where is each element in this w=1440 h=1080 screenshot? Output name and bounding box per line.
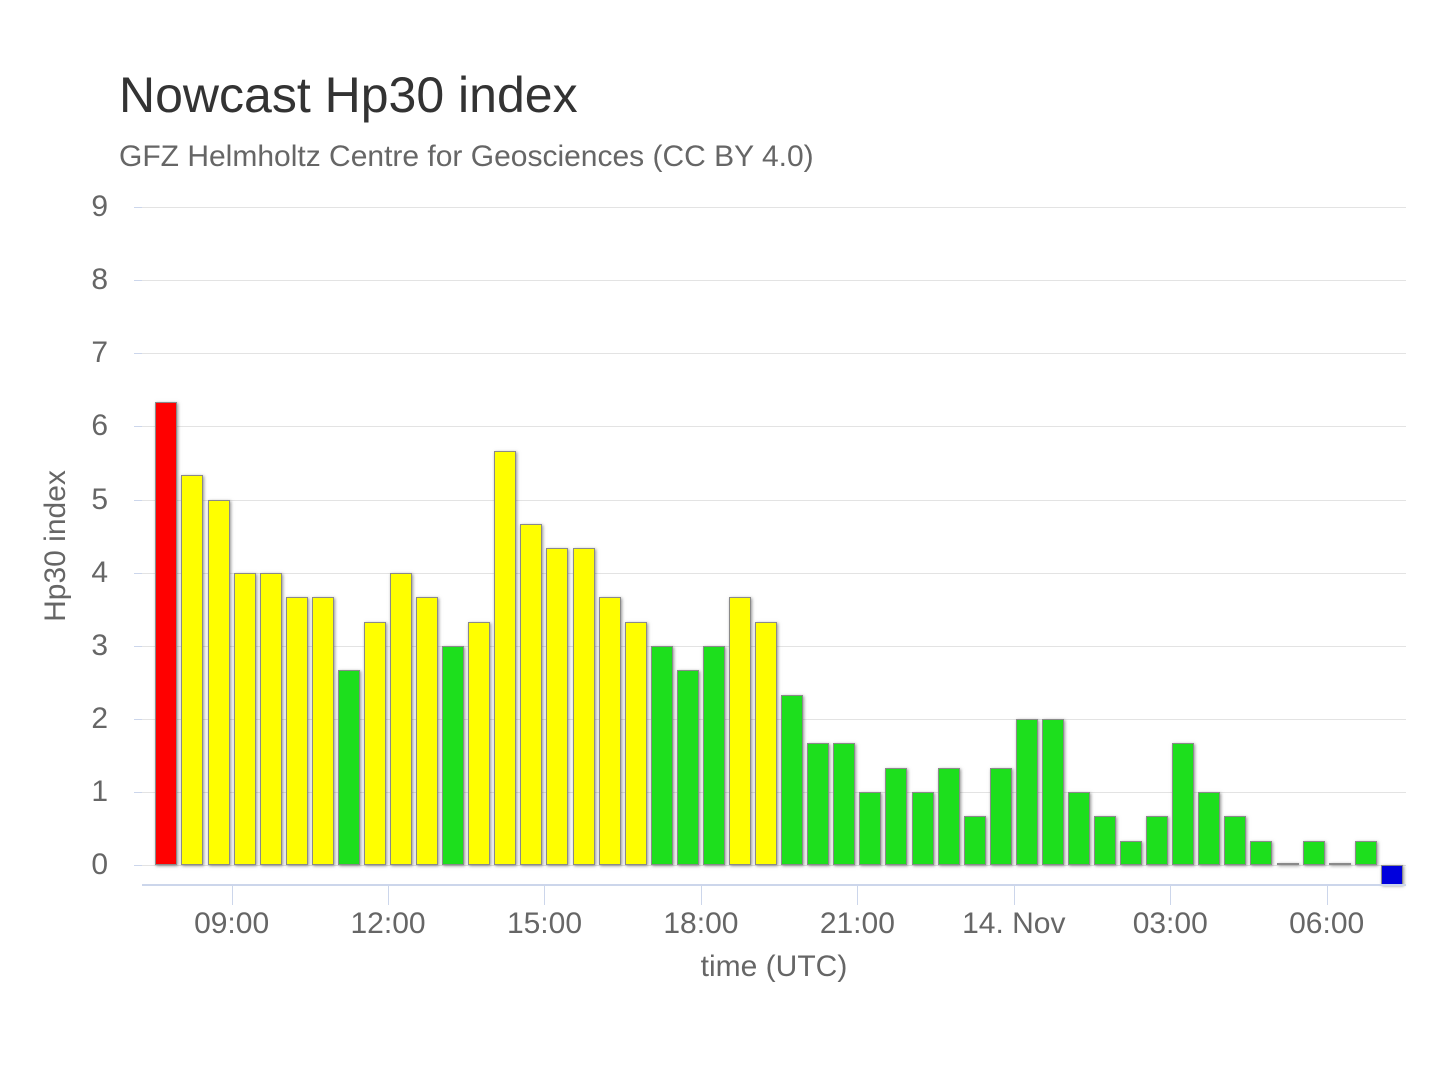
x-tick-label: 06:00 <box>1289 907 1365 940</box>
bar-10:30[interactable] <box>311 596 334 865</box>
y-tick-label: 4 <box>91 555 108 589</box>
bar-11:00[interactable] <box>337 669 360 865</box>
x-axis-line <box>142 883 1406 886</box>
x-axis-tick <box>857 883 859 905</box>
gridline-y5 <box>142 499 1406 501</box>
bar-17:00[interactable] <box>650 645 673 865</box>
bar-06:30[interactable] <box>1354 840 1377 865</box>
x-tick-label: 03:00 <box>1132 907 1208 940</box>
bar-15:30[interactable] <box>572 548 595 865</box>
bar-11:30[interactable] <box>363 621 386 865</box>
bar-23:30[interactable] <box>989 767 1012 865</box>
gridline-y7 <box>142 353 1406 355</box>
x-tick-label: 09:00 <box>194 907 270 940</box>
bar-03:30[interactable] <box>1198 791 1221 865</box>
bar-00:30[interactable] <box>1041 718 1064 865</box>
bar-05:30[interactable] <box>1302 840 1325 865</box>
chart-title: Nowcast Hp30 index <box>119 67 578 123</box>
bar-02:30[interactable] <box>1146 816 1169 865</box>
x-tick-label: 21:00 <box>819 907 895 940</box>
bar-14:30[interactable] <box>520 523 543 865</box>
bar-15:00[interactable] <box>546 548 569 865</box>
x-axis-tick <box>1013 883 1015 905</box>
bar-20:00[interactable] <box>807 742 830 865</box>
x-axis-tick <box>544 883 546 905</box>
gridline-y9 <box>142 207 1406 209</box>
bar-09:30[interactable] <box>259 572 282 865</box>
gridline-y6 <box>142 426 1406 428</box>
x-axis-title: time (UTC) <box>700 950 848 983</box>
y-tick-label: 7 <box>91 336 108 370</box>
bar-01:00[interactable] <box>1067 791 1090 865</box>
bar-10:00[interactable] <box>285 596 308 865</box>
bar-05:00[interactable] <box>1276 863 1299 865</box>
y-axis-tick <box>134 499 142 501</box>
bar-09:00[interactable] <box>233 572 256 865</box>
bar-22:00[interactable] <box>911 791 934 865</box>
bar-01:30[interactable] <box>1094 816 1117 865</box>
bar-06:00[interactable] <box>1328 863 1351 865</box>
y-axis-tick <box>134 353 142 355</box>
bar-18:30[interactable] <box>729 596 751 865</box>
y-axis-tick <box>134 645 142 647</box>
x-axis-tick <box>1170 883 1172 905</box>
bar-13:00[interactable] <box>442 645 465 865</box>
y-tick-label: 8 <box>91 263 108 297</box>
bar-08:30[interactable] <box>207 499 230 865</box>
y-tick-label: 2 <box>91 701 108 735</box>
x-tick-label: 15:00 <box>506 907 583 940</box>
x-tick-label: 14. Nov <box>962 907 1066 940</box>
x-axis-tick <box>1326 883 1328 905</box>
gridline-y4 <box>142 572 1406 574</box>
y-tick-label: 9 <box>91 190 108 224</box>
y-tick-label: 5 <box>91 482 108 516</box>
bar-02:00[interactable] <box>1120 840 1143 865</box>
bar-22:30[interactable] <box>937 767 960 865</box>
gridline-y8 <box>142 280 1406 282</box>
bar-19:00[interactable] <box>755 621 778 865</box>
bar-12:00[interactable] <box>390 572 413 865</box>
y-axis-tick <box>134 718 142 720</box>
y-tick-label: 3 <box>91 628 108 662</box>
bar-17:30[interactable] <box>676 669 699 865</box>
bar-07:30[interactable] <box>155 402 178 865</box>
bar-00:00[interactable] <box>1015 718 1038 865</box>
bar-04:30[interactable] <box>1250 840 1273 865</box>
bar-16:00[interactable] <box>598 596 621 865</box>
bar-23:00[interactable] <box>963 816 986 865</box>
bar-07:00[interactable] <box>1380 865 1403 885</box>
chart-subtitle: GFZ Helmholtz Centre for Geosciences (CC… <box>119 140 814 173</box>
bar-03:00[interactable] <box>1172 742 1195 865</box>
bar-21:00[interactable] <box>859 791 882 865</box>
x-tick-label: 18:00 <box>663 907 739 940</box>
y-axis-tick <box>134 572 142 574</box>
x-axis-tick <box>700 883 702 905</box>
y-axis-tick <box>134 426 142 428</box>
bar-16:30[interactable] <box>624 621 647 865</box>
bar-04:00[interactable] <box>1224 816 1247 865</box>
y-axis-tick <box>134 207 142 209</box>
y-tick-label: 6 <box>91 409 108 443</box>
y-tick-label: 1 <box>91 774 108 808</box>
bar-12:30[interactable] <box>416 596 439 865</box>
x-axis-tick <box>231 883 233 905</box>
y-axis-tick <box>134 865 142 866</box>
bar-20:30[interactable] <box>833 742 856 865</box>
bar-08:00[interactable] <box>181 475 204 865</box>
bar-14:00[interactable] <box>494 450 517 865</box>
gridline-y0 <box>142 865 1406 866</box>
x-tick-label: 12:00 <box>350 907 426 940</box>
x-axis-tick <box>388 883 390 905</box>
bar-19:30[interactable] <box>781 694 804 865</box>
y-tick-label: 0 <box>91 848 108 881</box>
bar-18:00[interactable] <box>702 645 725 865</box>
bar-13:30[interactable] <box>468 621 491 865</box>
y-axis-tick <box>134 280 142 282</box>
y-axis-tick <box>134 791 142 793</box>
bar-21:30[interactable] <box>885 767 908 865</box>
